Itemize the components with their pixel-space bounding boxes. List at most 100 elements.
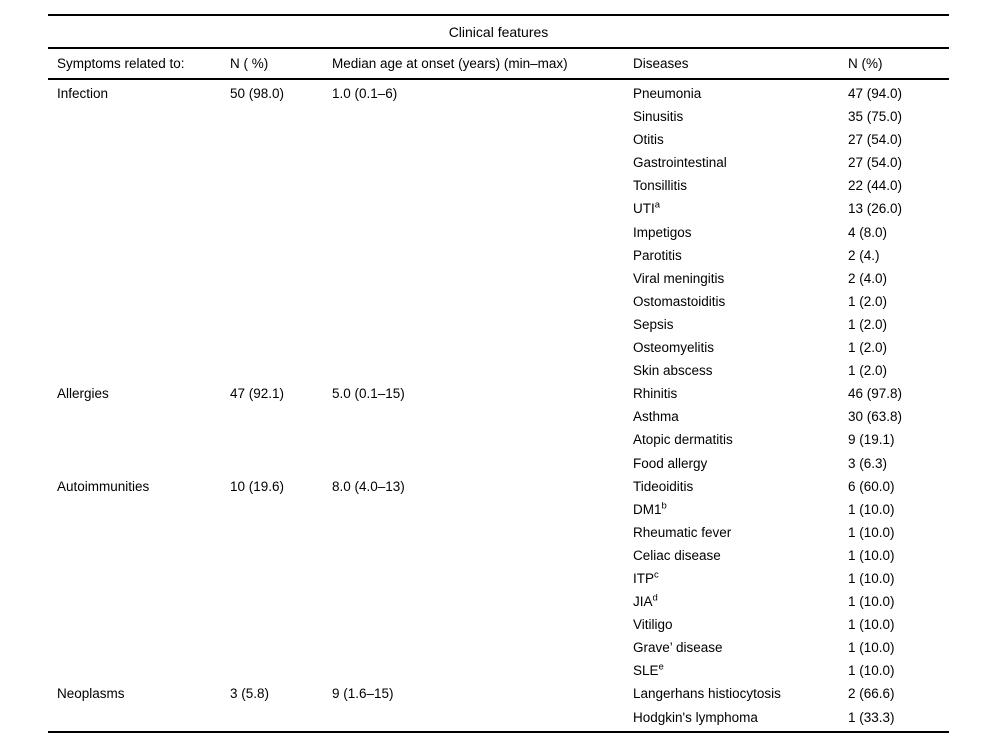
disease-cell: Food allergy xyxy=(633,455,708,471)
disease-cell: UTIa xyxy=(633,199,661,217)
median-cell xyxy=(332,174,633,197)
disease-cell: Rheumatic fever xyxy=(633,524,732,540)
symptom-cell xyxy=(57,151,230,174)
symptom-cell xyxy=(57,105,230,128)
disease-n-cell: 22 (44.0) xyxy=(848,178,903,194)
symptom-cell xyxy=(57,221,230,244)
disease-n-cell: 3 (6.3) xyxy=(848,455,888,471)
n-cell xyxy=(230,428,332,451)
table-rule-under-header xyxy=(48,78,949,80)
n-cell xyxy=(230,313,332,336)
table-row: Viral meningitis 2 (4.0) xyxy=(48,267,949,290)
column-header-symptoms: Symptoms related to: xyxy=(57,56,185,71)
median-cell: 9 (1.6–15) xyxy=(332,686,394,702)
median-cell xyxy=(332,267,633,290)
disease-cell: Celiac disease xyxy=(633,547,721,563)
symptom-cell xyxy=(57,544,230,567)
table-row: Vitiligo 1 (10.0) xyxy=(48,613,949,636)
disease-cell: Osteomyelitis xyxy=(633,340,715,356)
symptom-cell xyxy=(57,613,230,636)
disease-n-cell: 2 (4.0) xyxy=(848,270,888,286)
n-cell: 50 (98.0) xyxy=(230,86,285,101)
disease-cell: Atopic dermatitis xyxy=(633,432,733,448)
symptom-cell: Allergies xyxy=(57,386,109,402)
table-row: Gastrointestinal 27 (54.0) xyxy=(48,151,949,174)
symptom-cell xyxy=(57,498,230,521)
table-row: Skin abscess 1 (2.0) xyxy=(48,359,949,382)
table-row: Grave’ disease 1 (10.0) xyxy=(48,636,949,659)
median-cell xyxy=(332,613,633,636)
median-cell xyxy=(332,244,633,267)
disease-cell: Viral meningitis xyxy=(633,270,725,286)
disease-n-cell: 1 (10.0) xyxy=(848,617,895,633)
n-cell xyxy=(230,405,332,428)
clinical-features-table: Clinical features Symptoms related to: N… xyxy=(48,14,949,733)
n-cell xyxy=(230,197,332,220)
footnote-marker: e xyxy=(658,661,664,673)
disease-n-cell: 1 (10.0) xyxy=(848,594,895,610)
column-header-median-age: Median age at onset (years) (min–max) xyxy=(332,56,568,71)
disease-cell: Otitis xyxy=(633,132,664,148)
symptom-cell xyxy=(57,197,230,220)
disease-n-cell: 6 (60.0) xyxy=(848,478,895,494)
table-row: Ostomastoiditis 1 (2.0) xyxy=(48,290,949,313)
n-cell xyxy=(230,659,332,682)
median-cell xyxy=(332,151,633,174)
n-cell xyxy=(230,636,332,659)
table-row: Osteomyelitis 1 (2.0) xyxy=(48,336,949,359)
disease-n-cell: 1 (10.0) xyxy=(848,570,895,586)
disease-n-cell: 1 (2.0) xyxy=(848,316,888,332)
table-row: Otitis 27 (54.0) xyxy=(48,128,949,151)
table-title: Clinical features xyxy=(448,24,549,40)
table-row: Parotitis 2 (4.) xyxy=(48,244,949,267)
footnote-marker: c xyxy=(654,569,659,581)
median-cell xyxy=(332,197,633,220)
table-row: Atopic dermatitis 9 (19.1) xyxy=(48,428,949,451)
symptom-cell: Autoimmunities xyxy=(57,478,150,494)
symptom-cell xyxy=(57,290,230,313)
disease-cell: Hodgkin's lymphoma xyxy=(633,709,758,725)
disease-n-cell: 13 (26.0) xyxy=(848,201,903,217)
symptom-cell xyxy=(57,174,230,197)
n-cell xyxy=(230,221,332,244)
disease-n-cell: 4 (8.0) xyxy=(848,224,888,240)
median-cell: 1.0 (0.1–6) xyxy=(332,86,398,101)
table-row: Infection 50 (98.0) 1.0 (0.1–6) Pneumoni… xyxy=(48,82,949,105)
median-cell xyxy=(332,128,633,151)
disease-cell: Parotitis xyxy=(633,247,682,263)
table-row: Tonsillitis 22 (44.0) xyxy=(48,174,949,197)
n-cell xyxy=(230,452,332,475)
n-cell xyxy=(230,244,332,267)
disease-cell: Gastrointestinal xyxy=(633,155,727,171)
table-row: Rheumatic fever 1 (10.0) xyxy=(48,521,949,544)
disease-n-cell: 1 (33.3) xyxy=(848,709,895,725)
table-row: Food allergy 3 (6.3) xyxy=(48,452,949,475)
symptom-cell: Neoplasms xyxy=(57,686,125,702)
n-cell xyxy=(230,498,332,521)
median-cell xyxy=(332,590,633,613)
disease-cell: SLEe xyxy=(633,661,664,679)
disease-n-cell: 30 (63.8) xyxy=(848,409,903,425)
n-cell xyxy=(230,267,332,290)
symptom-cell xyxy=(57,128,230,151)
n-cell xyxy=(230,151,332,174)
table-row: Celiac disease 1 (10.0) xyxy=(48,544,949,567)
median-cell xyxy=(332,567,633,590)
disease-cell: Grave’ disease xyxy=(633,640,723,656)
disease-n-cell: 27 (54.0) xyxy=(848,155,903,171)
median-cell xyxy=(332,336,633,359)
median-cell xyxy=(332,452,633,475)
disease-cell: Asthma xyxy=(633,409,679,425)
n-cell xyxy=(230,174,332,197)
column-header-diseases: Diseases xyxy=(633,56,689,71)
disease-n-cell: 1 (2.0) xyxy=(848,363,888,379)
disease-cell: Skin abscess xyxy=(633,363,713,379)
disease-n-cell: 1 (2.0) xyxy=(848,340,888,356)
symptom-cell xyxy=(57,590,230,613)
table-rule-bottom xyxy=(48,730,949,733)
median-cell xyxy=(332,290,633,313)
n-cell: 10 (19.6) xyxy=(230,478,285,494)
symptom-cell xyxy=(57,267,230,290)
table-body: Infection 50 (98.0) 1.0 (0.1–6) Pneumoni… xyxy=(48,80,949,731)
median-cell xyxy=(332,221,633,244)
